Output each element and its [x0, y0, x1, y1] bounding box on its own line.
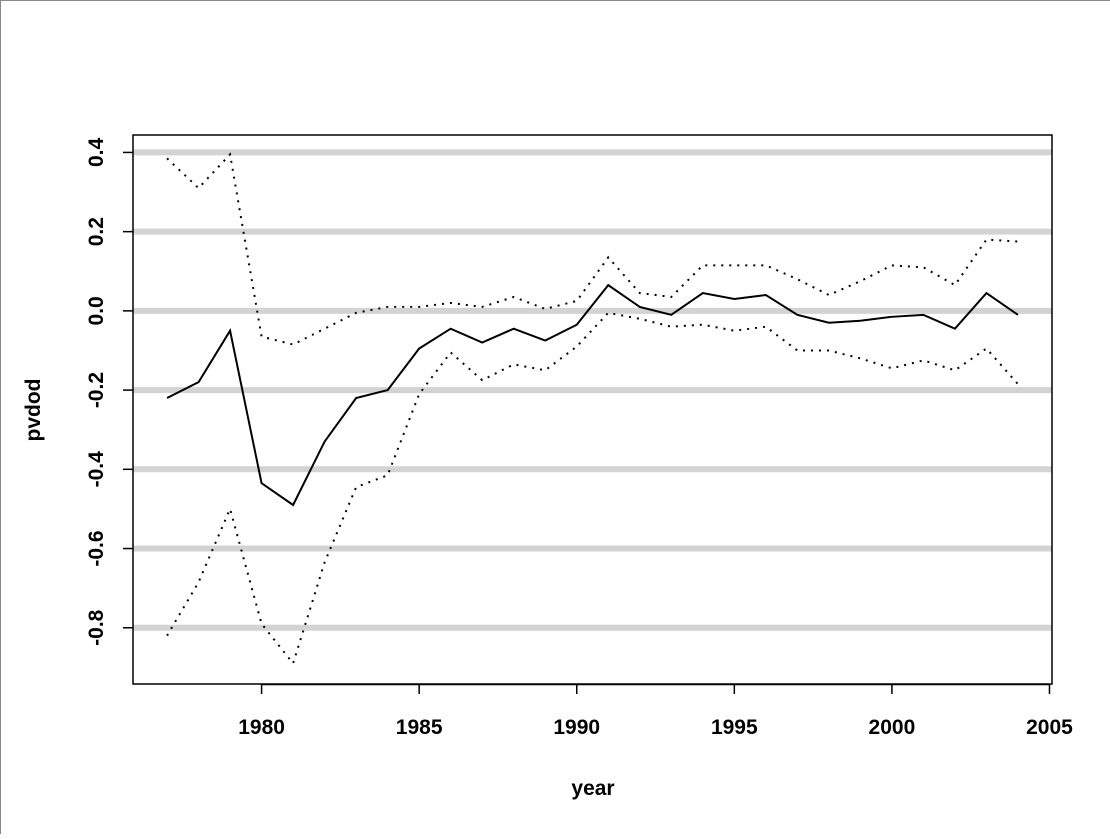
series-line — [167, 313, 1018, 664]
y-tick-label: 0.4 — [85, 138, 108, 168]
x-tick-label: 2005 — [1026, 716, 1073, 739]
x-tick-label: 1995 — [711, 716, 758, 739]
x-axis-label: year — [571, 777, 614, 800]
y-axis-label: pvdod — [22, 379, 45, 442]
x-tick-label: 1980 — [238, 716, 285, 739]
y-tick-label: -0.6 — [85, 530, 108, 566]
plot-box — [133, 135, 1052, 684]
x-tick-label: 2000 — [869, 716, 916, 739]
x-tick-label: 1990 — [553, 716, 600, 739]
y-tick-label: -0.2 — [85, 372, 108, 408]
y-tick-label: 0.2 — [85, 217, 108, 246]
y-tick-label: -0.4 — [85, 451, 108, 488]
y-tick-label: -0.8 — [85, 609, 108, 646]
y-tick-label: 0.0 — [85, 296, 108, 325]
x-tick-label: 1985 — [396, 716, 443, 739]
